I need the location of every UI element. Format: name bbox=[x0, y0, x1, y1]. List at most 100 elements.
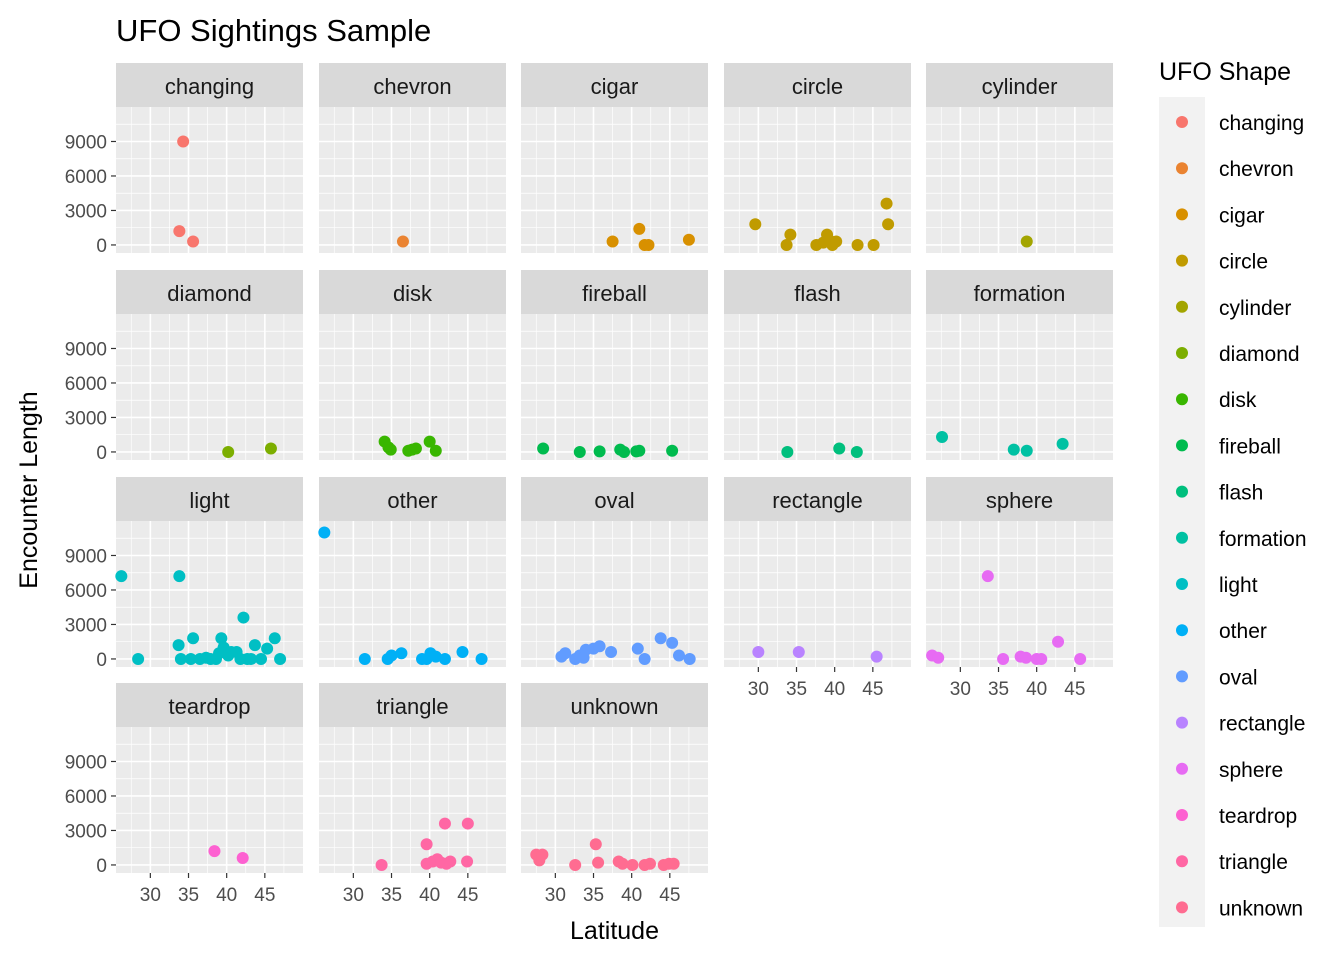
facet-panel-unknown: unknown 30 35 40 45 bbox=[521, 683, 708, 906]
legend-key-cigar bbox=[1176, 208, 1188, 221]
facet-panel-teardrop: teardrop 0 3000 6000 9000 30 35 40 45 bbox=[65, 683, 303, 906]
facet-panel-other: other bbox=[318, 477, 506, 667]
legend-label: cylinder bbox=[1219, 297, 1291, 320]
data-point-fireball bbox=[618, 445, 631, 458]
legend-key-unknown bbox=[1176, 901, 1188, 914]
legend-entry-chevron: chevron bbox=[1176, 158, 1294, 181]
data-point-changing bbox=[173, 225, 186, 238]
data-point-light bbox=[245, 652, 258, 665]
data-point-triangle bbox=[420, 838, 433, 851]
data-point-light bbox=[173, 570, 186, 583]
legend-label: diamond bbox=[1219, 343, 1300, 366]
legend-key-formation bbox=[1176, 531, 1188, 544]
data-point-disk bbox=[384, 443, 397, 456]
facet-panel-fireball: fireball bbox=[521, 270, 708, 460]
data-point-circle bbox=[867, 238, 880, 251]
legend-label: sphere bbox=[1219, 759, 1283, 782]
legend-entry-circle: circle bbox=[1176, 251, 1268, 274]
y-tick-label: 3000 bbox=[65, 821, 107, 842]
data-point-fireball bbox=[537, 442, 550, 455]
x-tick-label: 40 bbox=[824, 679, 845, 700]
panel-background bbox=[926, 314, 1113, 460]
data-point-oval bbox=[666, 636, 679, 649]
data-point-light bbox=[172, 639, 185, 652]
data-point-light bbox=[274, 652, 287, 665]
data-point-oval bbox=[672, 649, 685, 662]
legend-entry-diamond: diamond bbox=[1176, 343, 1300, 366]
data-point-light bbox=[184, 652, 197, 665]
facet-strip-label: cylinder bbox=[982, 74, 1058, 99]
x-tick-label: 45 bbox=[254, 885, 275, 906]
data-point-circle bbox=[880, 197, 893, 210]
panel-background bbox=[724, 314, 911, 460]
legend-label: changing bbox=[1219, 112, 1304, 135]
legend-label: unknown bbox=[1219, 897, 1303, 920]
data-point-other bbox=[395, 647, 408, 660]
x-tick-label: 30 bbox=[748, 679, 769, 700]
facet-strip-teardrop bbox=[116, 683, 303, 727]
data-point-changing bbox=[177, 135, 190, 148]
data-point-other bbox=[318, 526, 331, 539]
panel-background bbox=[724, 521, 911, 667]
legend-entry-light: light bbox=[1176, 574, 1258, 597]
data-point-teardrop bbox=[208, 845, 221, 858]
legend-key-triangle bbox=[1176, 855, 1188, 868]
data-point-circle bbox=[830, 235, 843, 248]
data-point-unknown bbox=[616, 857, 629, 870]
legend-label: fireball bbox=[1219, 435, 1281, 458]
facet-panel-flash: flash bbox=[724, 270, 911, 460]
panel-background bbox=[521, 727, 708, 873]
data-point-light bbox=[255, 652, 268, 665]
data-point-light bbox=[237, 611, 250, 624]
y-tick-label: 3000 bbox=[65, 408, 107, 429]
legend-label: other bbox=[1219, 620, 1267, 643]
data-point-diamond bbox=[222, 445, 235, 458]
facet-strip-unknown bbox=[521, 683, 708, 727]
legend-key-light bbox=[1176, 578, 1188, 590]
panel-background bbox=[521, 107, 708, 253]
facet-strip-changing bbox=[116, 63, 303, 107]
legend-label: rectangle bbox=[1219, 713, 1305, 736]
facet-strip-label: triangle bbox=[376, 694, 448, 719]
facet-strip-oval bbox=[521, 477, 708, 521]
facet-strip-label: sphere bbox=[986, 488, 1053, 513]
panel-background bbox=[116, 107, 303, 253]
data-point-circle bbox=[749, 218, 762, 231]
facet-panel-cigar: cigar bbox=[521, 63, 708, 253]
facet-strip-label: disk bbox=[393, 281, 433, 306]
facet-panel-changing: changing 0 3000 6000 9000 bbox=[65, 63, 303, 257]
data-point-circle bbox=[882, 218, 895, 231]
data-point-oval bbox=[638, 652, 651, 665]
data-point-oval bbox=[559, 647, 572, 660]
legend-key-sphere bbox=[1176, 762, 1188, 775]
panel-background bbox=[926, 107, 1113, 253]
legend: UFO Shape changing chevron cigar circle cyli… bbox=[1159, 58, 1307, 927]
facet-strip-rectangle bbox=[724, 477, 911, 521]
facet-strip-label: rectangle bbox=[772, 488, 863, 513]
facet-panel-light: light 0 3000 6000 9000 bbox=[65, 477, 303, 671]
data-point-unknown bbox=[589, 838, 602, 851]
legend-key-flash bbox=[1176, 485, 1188, 498]
legend-key-chevron bbox=[1176, 162, 1188, 175]
panel-background bbox=[521, 521, 708, 667]
data-point-unknown bbox=[569, 858, 582, 871]
data-point-other bbox=[456, 646, 469, 659]
data-point-disk bbox=[423, 435, 436, 448]
data-point-unknown bbox=[592, 856, 605, 869]
x-tick-label: 30 bbox=[950, 679, 971, 700]
data-point-oval bbox=[631, 642, 644, 655]
facet-strip-label: unknown bbox=[570, 694, 658, 719]
y-tick-label: 6000 bbox=[65, 374, 107, 395]
data-point-fireball bbox=[593, 445, 606, 458]
facet-strip-cylinder bbox=[926, 63, 1113, 107]
data-point-sphere bbox=[997, 652, 1010, 665]
data-point-light bbox=[187, 632, 200, 645]
panel-background bbox=[724, 107, 911, 253]
panel-background bbox=[319, 521, 506, 667]
facet-strip-label: diamond bbox=[167, 281, 251, 306]
data-point-cigar bbox=[682, 233, 695, 246]
legend-title: UFO Shape bbox=[1159, 58, 1291, 86]
data-point-teardrop bbox=[236, 852, 249, 865]
legend-entry-teardrop: teardrop bbox=[1176, 805, 1297, 828]
data-point-unknown bbox=[667, 857, 680, 870]
